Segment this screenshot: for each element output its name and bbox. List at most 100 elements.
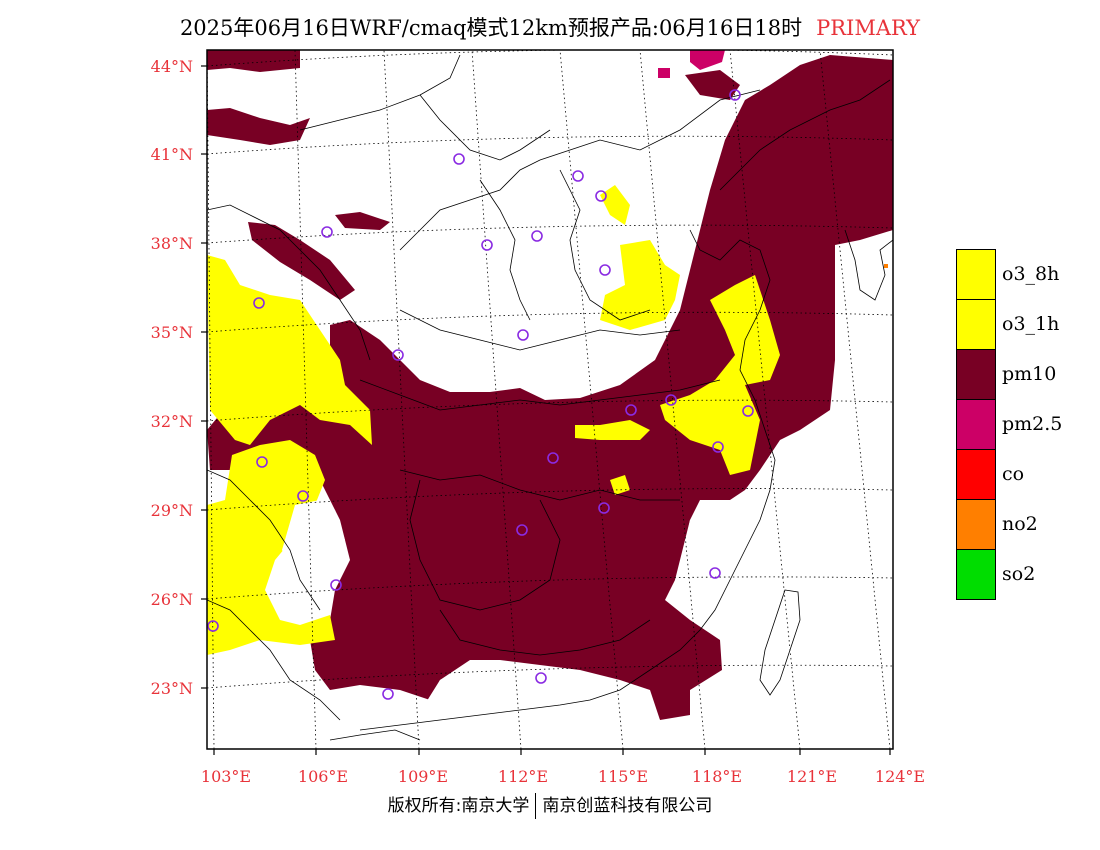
station-marker xyxy=(481,239,493,251)
legend-item-co: co xyxy=(956,449,1096,500)
legend-swatch xyxy=(956,299,996,350)
legend-label: o3_8h xyxy=(1002,263,1060,285)
pm10-northeast-top xyxy=(685,70,740,100)
station-marker xyxy=(453,153,465,165)
title-primary-tag: PRIMARY xyxy=(816,16,921,40)
latitude-labels: 44°N 41°N 38°N 35°N 32°N 29°N 26°N 23°N xyxy=(151,57,193,698)
legend-swatch xyxy=(956,249,996,300)
station-marker xyxy=(572,170,584,182)
boundary-central xyxy=(359,379,721,411)
meridian-124 xyxy=(819,50,891,749)
station-marker xyxy=(598,502,610,514)
lat-label: 35°N xyxy=(151,323,193,342)
pm10-northwest-band xyxy=(248,222,355,300)
title-main: 2025年06月16日WRF/cmaq模式12km预报产品:06月16日18时 xyxy=(179,16,803,40)
legend-item-no2: no2 xyxy=(956,499,1096,550)
o3-beijing-strip xyxy=(600,185,630,225)
lat-label: 26°N xyxy=(151,590,193,609)
o3-east-coast xyxy=(660,275,780,475)
legend-label: no2 xyxy=(1002,513,1038,535)
boundary-tibet-sichuan xyxy=(207,469,321,611)
pm10-region xyxy=(207,55,893,720)
station-marker xyxy=(712,441,724,453)
lon-label: 103°E xyxy=(201,767,251,786)
clear-south-coast xyxy=(415,665,660,749)
lat-label: 38°N xyxy=(151,234,193,253)
legend-item-o3-8h: o3_8h xyxy=(956,249,1096,300)
station-marker xyxy=(742,405,754,417)
pm25-patch-small xyxy=(658,68,670,78)
longitude-labels: 103°E 106°E 109°E 112°E 115°E 118°E 121°… xyxy=(201,767,925,786)
station-marker xyxy=(517,329,529,341)
lat-label: 23°N xyxy=(151,679,193,698)
lon-label: 109°E xyxy=(398,767,448,786)
pm10-north-band xyxy=(207,108,310,145)
legend-swatch xyxy=(956,449,996,500)
coastline-korea xyxy=(844,229,893,301)
meridian-121 xyxy=(729,50,801,749)
boundary-hunan xyxy=(409,479,561,611)
station-marker xyxy=(321,226,333,238)
station-marker xyxy=(547,452,559,464)
boundary-inner-mongolia xyxy=(299,54,551,161)
lon-label: 118°E xyxy=(692,767,742,786)
hainan-coast xyxy=(329,729,421,741)
legend-label: co xyxy=(1002,463,1025,485)
legend-item-pm25: pm2.5 xyxy=(956,399,1096,450)
station-markers xyxy=(207,89,754,700)
boundary-north-china xyxy=(399,89,761,251)
parallel-35 xyxy=(207,311,893,333)
station-marker xyxy=(297,490,309,502)
lat-label: 41°N xyxy=(151,145,193,164)
station-marker xyxy=(665,394,677,406)
lat-label: 44°N xyxy=(151,57,193,76)
coastline-east xyxy=(359,229,776,731)
axis-ticks xyxy=(201,65,891,755)
legend-item-so2: so2 xyxy=(956,549,1096,600)
lat-label: 29°N xyxy=(151,501,193,520)
legend-swatch xyxy=(956,399,996,450)
boundary-yunnan xyxy=(207,599,341,721)
boundary-shanxi xyxy=(479,179,531,321)
pm10-north-strip xyxy=(207,50,300,72)
station-marker xyxy=(516,524,528,536)
boundary-guangdong xyxy=(439,609,651,656)
taiwan-outline xyxy=(759,589,801,696)
no2-spot xyxy=(884,264,888,268)
lon-label: 124°E xyxy=(875,767,925,786)
station-marker xyxy=(392,349,404,361)
copyright-left: 版权所有:南京大学 xyxy=(387,796,530,816)
coastline-northeast xyxy=(719,79,891,191)
parallel-38 xyxy=(207,224,893,244)
footer-divider xyxy=(535,793,537,819)
legend-label: o3_1h xyxy=(1002,313,1060,335)
station-marker xyxy=(625,404,637,416)
clear-sichuan-gap xyxy=(282,500,345,585)
map-title: 2025年06月16日WRF/cmaq模式12km预报产品:06月16日18时 P… xyxy=(0,12,1100,42)
meridian-118 xyxy=(639,50,706,749)
province-boundaries xyxy=(207,54,893,741)
parallel-44 xyxy=(207,50,893,67)
boundary-hebei xyxy=(559,169,651,321)
station-marker xyxy=(595,190,607,202)
legend-swatch xyxy=(956,499,996,550)
parallel-41 xyxy=(207,135,893,155)
pm25-region xyxy=(690,50,725,70)
station-marker xyxy=(599,264,611,276)
clear-far-south xyxy=(300,690,405,749)
lat-label: 32°N xyxy=(151,412,193,431)
station-marker xyxy=(729,89,741,101)
clear-southeast-gap xyxy=(675,500,760,620)
legend-label: pm2.5 xyxy=(1002,413,1063,435)
legend-item-pm10: pm10 xyxy=(956,349,1096,400)
station-marker xyxy=(531,230,543,242)
boundary-south-central xyxy=(399,469,680,501)
lon-label: 115°E xyxy=(598,767,648,786)
o3-southwest-region xyxy=(207,440,335,655)
legend-item-o3-1h: o3_1h xyxy=(956,299,1096,350)
lon-label: 121°E xyxy=(787,767,837,786)
lon-label: 106°E xyxy=(298,767,348,786)
boundary-yellow-river xyxy=(399,309,681,351)
pm10-mid-strip xyxy=(335,212,390,230)
